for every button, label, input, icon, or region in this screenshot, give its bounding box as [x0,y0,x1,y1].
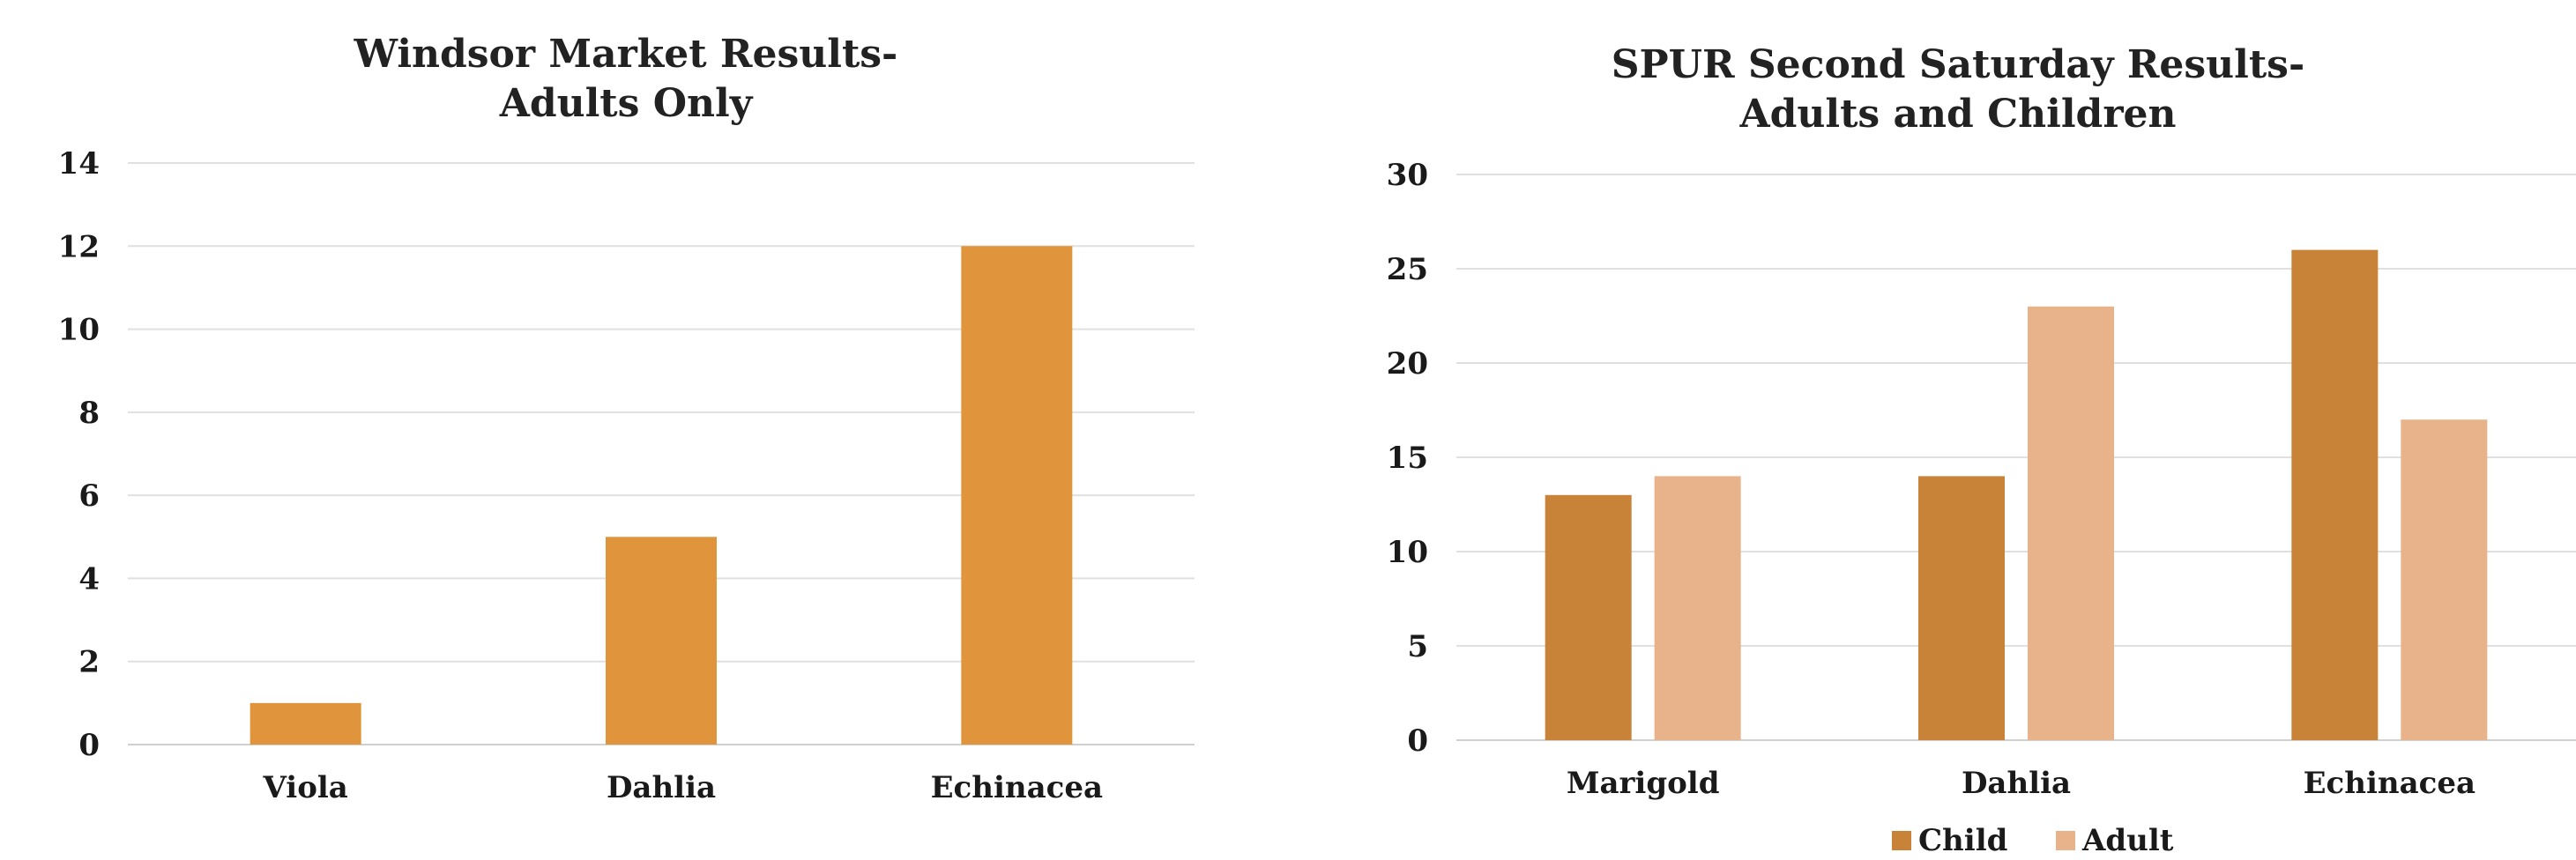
x-category-label: Marigold [1567,766,1720,801]
x-category-label: Echinacea [931,770,1103,805]
undefined [2056,831,2075,850]
y-tick-label: 0 [78,728,100,763]
x-category-label: Dahlia [607,770,716,805]
y-tick-label: 8 [78,396,100,431]
undefined [1892,831,1911,850]
undefined [249,702,361,745]
y-tick-label: 25 [1387,252,1428,287]
windsor-market-chart: Windsor Market Results- Adults Only 0 2 4 6… [0,0,1252,860]
undefined [961,246,1073,745]
chart-title-line-2: Adults Only [499,81,753,126]
y-tick-label: 2 [78,645,100,680]
y-tick-label: 6 [78,478,100,514]
y-tick-label: 0 [1407,723,1428,759]
y-tick-label: 4 [78,561,100,597]
undefined [1654,476,1741,740]
windsor-market-plot: 0 2 4 6 8 10 12 14 Viola Dahlia Echinacea [58,146,1195,805]
undefined [2291,249,2379,741]
undefined [2028,306,2114,740]
undefined [606,537,717,745]
legend-label: Child [1918,823,2007,858]
undefined [2401,419,2488,740]
y-tick-label: 12 [58,229,100,264]
undefined [1918,476,2005,740]
chart-title-line-1: SPUR Second Saturday Results- [1611,42,2305,87]
undefined [1545,494,1632,740]
x-category-label: Viola [263,770,348,805]
chart-title-line-2: Adults and Children [1739,92,2177,137]
y-tick-label: 14 [58,146,100,182]
x-category-label: Dahlia [1962,766,2071,801]
legend-label: Adult [2081,823,2174,858]
chart-title-line-1: Windsor Market Results- [354,32,898,77]
y-tick-label: 20 [1387,346,1428,382]
y-tick-label: 15 [1387,441,1428,476]
y-tick-label: 5 [1407,629,1428,664]
chart-title: SPUR Second Saturday Results- Adults and… [1340,41,2576,139]
spur-second-saturday-chart: SPUR Second Saturday Results- Adults and… [1340,0,2576,860]
y-tick-label: 10 [58,313,100,348]
chart-title: Windsor Market Results- Adults Only [0,30,1252,129]
y-tick-label: 30 [1387,158,1428,193]
spur-second-saturday-plot: 0 5 10 15 20 25 30 Marigold Dahlia Echinacea Child… [1387,158,2576,858]
x-category-label: Echinacea [2304,766,2475,801]
y-tick-label: 10 [1387,535,1428,570]
